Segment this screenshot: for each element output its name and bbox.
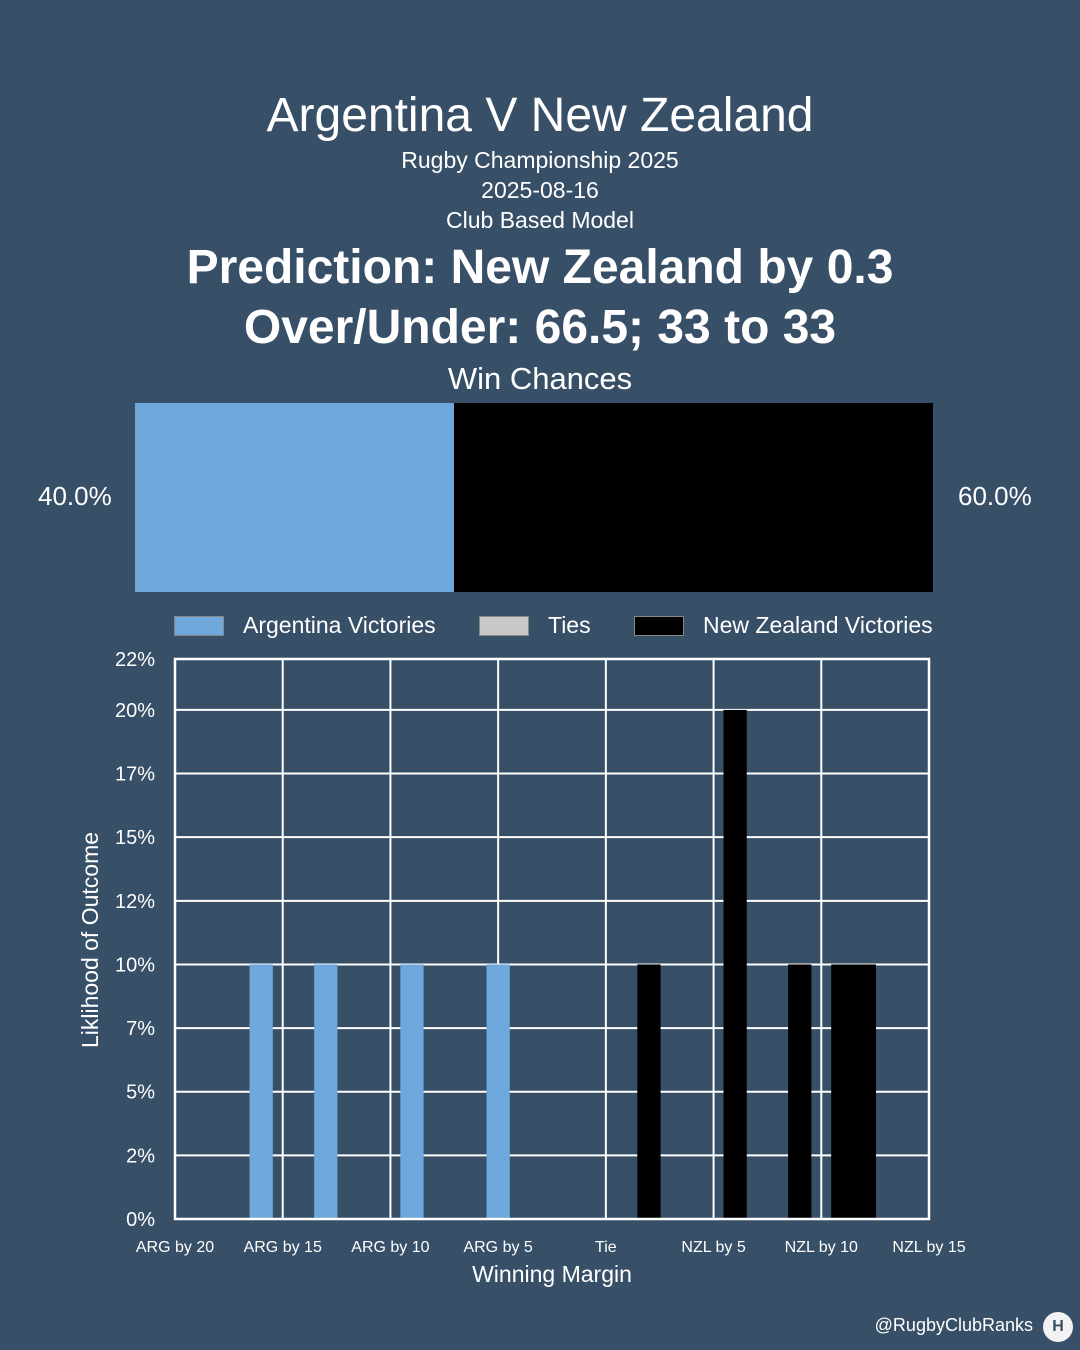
y-tick-label: 12%	[115, 891, 155, 913]
y-tick-label: 15%	[115, 827, 155, 849]
legend-item-ties: Ties	[479, 612, 591, 639]
x-tick-label: NZL by 5	[681, 1239, 745, 1256]
legend-swatch-ties	[479, 615, 529, 636]
x-tick-label: ARG by 10	[351, 1239, 429, 1256]
chart-title: Argentina V New Zealand	[266, 89, 814, 142]
y-tick-label: 5%	[126, 1082, 155, 1104]
win-chances-title: Win Chances	[447, 361, 633, 396]
margin-bar	[788, 964, 812, 1219]
win-chances-bar	[135, 403, 933, 592]
competition-name: Rugby Championship 2025	[401, 147, 679, 173]
twitter-handle: @RugbyClubRanks	[874, 1315, 1033, 1335]
y-tick-label: 0%	[126, 1209, 155, 1231]
x-tick-label: Tie	[595, 1239, 617, 1256]
win-chance-new-zealand-segment	[454, 403, 933, 592]
legend-item-new-zealand: New Zealand Victories	[634, 612, 933, 639]
x-tick-label: ARG by 20	[136, 1239, 214, 1256]
plot-frame	[173, 657, 931, 1221]
y-axis-label: Liklihood of Outcome	[77, 832, 103, 1048]
new-zealand-win-percent: 60.0%	[958, 481, 1032, 511]
y-tick-label: 17%	[115, 764, 155, 786]
over-under-text: Over/Under: 66.5; 33 to 33	[243, 301, 837, 354]
y-tick-label: 22%	[115, 649, 155, 671]
match-date: 2025-08-16	[481, 177, 599, 203]
x-tick-label: NZL by 10	[785, 1239, 858, 1256]
prediction-text: Prediction: New Zealand by 0.3	[186, 241, 894, 294]
x-tick-label: ARG by 5	[463, 1239, 532, 1256]
margin-bar	[637, 964, 661, 1219]
win-chance-argentina-segment	[135, 403, 455, 592]
x-tick-label: ARG by 15	[244, 1239, 322, 1256]
margin-bar-chart: 0% 2% 5% 7% 10% 12% 15% 17% 20% 22% ARG by 20 ARG b…	[77, 649, 966, 1287]
legend: Argentina Victories Ties New Zealand Vic…	[0, 612, 1080, 642]
x-tick-label: NZL by 15	[892, 1239, 965, 1256]
model-name: Club Based Model	[446, 207, 634, 233]
brand-logo: H	[1043, 1312, 1073, 1342]
legend-label-argentina: Argentina Victories	[243, 612, 436, 638]
margin-bar	[831, 964, 855, 1219]
x-axis-label: Winning Margin	[472, 1261, 632, 1287]
legend-swatch-argentina	[174, 615, 224, 636]
legend-label-new-zealand: New Zealand Victories	[703, 612, 933, 638]
y-tick-label: 20%	[115, 700, 155, 722]
legend-label-ties: Ties	[548, 612, 591, 638]
y-tick-label: 10%	[115, 954, 155, 976]
margin-bar	[723, 709, 747, 1219]
legend-item-argentina: Argentina Victories	[174, 612, 436, 639]
margin-bar	[852, 964, 877, 1219]
y-tick-label: 2%	[126, 1145, 155, 1167]
margin-bar	[486, 964, 510, 1219]
margin-bar	[400, 964, 424, 1219]
margin-bar	[314, 964, 338, 1219]
legend-swatch-new-zealand	[634, 615, 684, 636]
argentina-win-percent: 40.0%	[38, 481, 112, 511]
margin-bar	[249, 964, 273, 1219]
y-tick-label: 7%	[126, 1018, 155, 1040]
